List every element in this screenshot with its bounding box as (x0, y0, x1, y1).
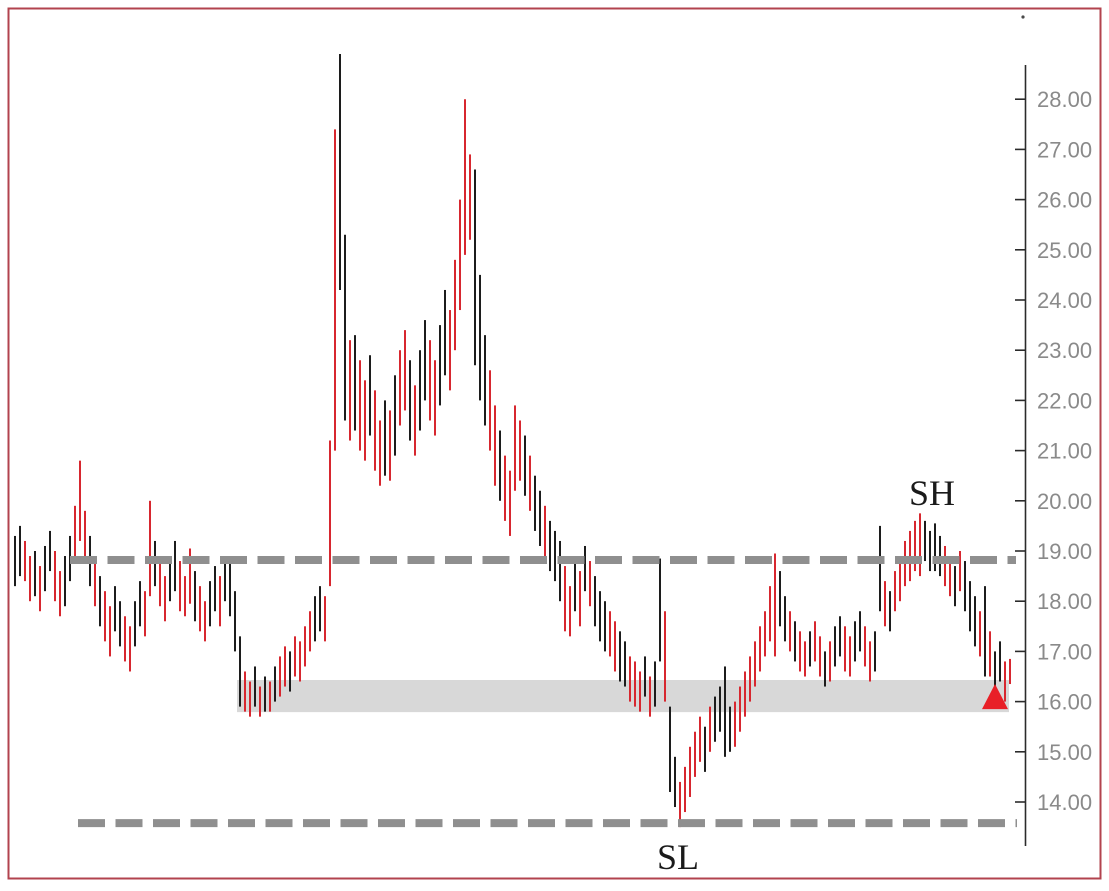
entry-signal-triangle-icon (982, 684, 1008, 710)
y-axis-tick-label: 25.00 (1037, 238, 1092, 263)
dashed-level-lines (70, 556, 1017, 828)
y-axis-tick-label: 26.00 (1037, 188, 1092, 213)
y-axis-tick-label: 15.00 (1037, 740, 1092, 765)
support-zone-band (237, 680, 1009, 713)
y-axis-tick-label: 28.00 (1037, 87, 1092, 112)
y-axis-tick-label: 16.00 (1037, 690, 1092, 715)
y-axis-tick-label: 24.00 (1037, 288, 1092, 313)
swing-high-label: SH (909, 473, 955, 513)
y-axis-tick-label: 21.00 (1037, 439, 1092, 464)
price-bars (14, 54, 1011, 828)
y-axis-tick-label: 27.00 (1037, 137, 1092, 162)
swing-low-label: SL (657, 837, 699, 877)
stray-dot (1021, 15, 1025, 19)
y-axis-tick-label: 19.00 (1037, 539, 1092, 564)
y-axis-tick-label: 17.00 (1037, 639, 1092, 664)
red-border (7, 7, 1102, 880)
y-axis-tick-label: 14.00 (1037, 790, 1092, 815)
y-axis-tick-label: 22.00 (1037, 388, 1092, 413)
y-axis: 28.00 27.00 26.00 25.00 24.00 23.00 22.00 21.00… (1015, 65, 1092, 846)
y-axis-tick-label: 18.00 (1037, 589, 1092, 614)
y-axis-tick-label: 20.00 (1037, 489, 1092, 514)
y-axis-tick-label: 23.00 (1037, 338, 1092, 363)
